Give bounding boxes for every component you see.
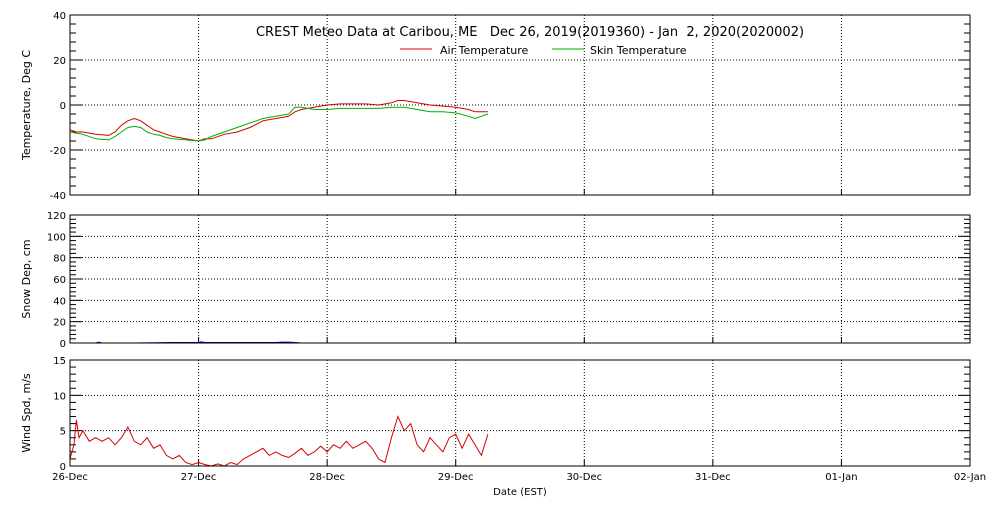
temperature-ytick-label: 0 xyxy=(60,101,66,112)
x-tick-label: 30-Dec xyxy=(566,472,602,483)
x-tick-label: 27-Dec xyxy=(181,472,217,483)
snow-depth-ytick-label: 100 xyxy=(47,232,66,243)
snow-depth-ytick-label: 40 xyxy=(53,296,66,307)
wind-speed-ytick-label: 0 xyxy=(60,462,66,473)
snow-depth-ytick-label: 80 xyxy=(53,254,66,265)
wind-speed-frame xyxy=(69,359,971,467)
snow-depth-series-0-line xyxy=(70,341,302,344)
temperature-panel: -40 -20 0 20 40 Temperature, Deg C xyxy=(20,11,971,202)
snow-depth-panel: 0 20 40 60 80 100 120 Snow Dep, cm xyxy=(20,211,971,350)
legend-air-label: Air Temperature xyxy=(440,44,529,57)
chart-title: CREST Meteo Data at Caribou, ME Dec 26, … xyxy=(256,25,804,40)
temperature-frame xyxy=(69,14,971,196)
temperature-ytick-label: 40 xyxy=(53,11,66,22)
snow-depth-ytick-label: 120 xyxy=(47,211,66,222)
wind-speed-series-0-line xyxy=(69,415,489,467)
wind-speed-panel: 0 5 10 15 Wind Spd, m/s 26-Dec 27-Dec 28-Dec 29-… xyxy=(20,356,986,483)
legend-skin-label: Skin Temperature xyxy=(590,44,687,57)
snow-depth-frame xyxy=(69,214,971,344)
x-tick-label: 28-Dec xyxy=(309,472,345,483)
x-axis-label: Date (EST) xyxy=(493,487,547,498)
x-tick-label: 01-Jan xyxy=(825,472,857,483)
temperature-ytick-label: -20 xyxy=(50,146,66,157)
wind-speed-ytick-label: 15 xyxy=(53,356,66,367)
wind-speed-ylabel: Wind Spd, m/s xyxy=(20,373,33,453)
wind-speed-ytick-label: 10 xyxy=(53,391,66,402)
snow-depth-ytick-label: 60 xyxy=(53,275,66,286)
temperature-series-0-line xyxy=(69,100,488,142)
snow-depth-ytick-label: 20 xyxy=(53,318,66,329)
temperature-ytick-label: 20 xyxy=(53,56,66,67)
snow-depth-ytick-label: 0 xyxy=(60,339,66,350)
legend: Air Temperature Skin Temperature xyxy=(400,44,687,57)
snow-depth-ylabel: Snow Dep, cm xyxy=(20,239,33,318)
wind-speed-ytick-label: 5 xyxy=(60,427,66,438)
x-tick-label: 31-Dec xyxy=(695,472,731,483)
temperature-series-1-line xyxy=(69,106,489,142)
temperature-ytick-label: -40 xyxy=(50,191,66,202)
x-tick-label: 26-Dec xyxy=(52,472,88,483)
x-tick-label: 02-Jan xyxy=(954,472,986,483)
temperature-ylabel: Temperature, Deg C xyxy=(20,50,33,161)
x-tick-label: 29-Dec xyxy=(438,472,474,483)
